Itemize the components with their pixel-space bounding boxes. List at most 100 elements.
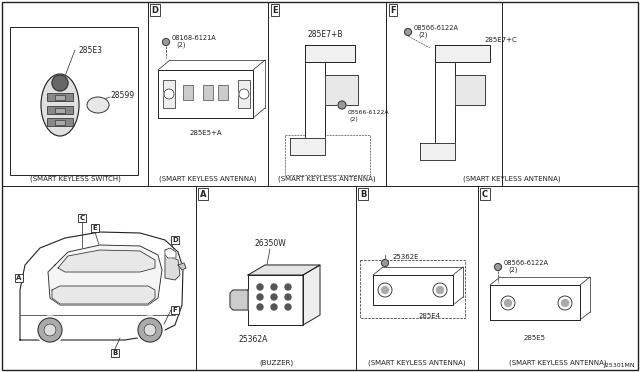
Circle shape: [164, 89, 174, 99]
Polygon shape: [303, 265, 320, 325]
Polygon shape: [248, 275, 303, 325]
Text: F: F: [173, 307, 177, 313]
Text: D: D: [152, 6, 159, 15]
Text: (SMART KEYLESS ANTENNA): (SMART KEYLESS ANTENNA): [159, 176, 257, 182]
Polygon shape: [158, 70, 253, 118]
Circle shape: [558, 296, 572, 310]
Polygon shape: [490, 285, 580, 320]
Bar: [47, 118, 73, 126]
Polygon shape: [230, 290, 248, 310]
Text: C: C: [79, 215, 84, 221]
Text: 28599: 28599: [110, 90, 134, 99]
Circle shape: [257, 304, 263, 310]
Circle shape: [36, 316, 64, 344]
Text: A: A: [16, 275, 22, 281]
Polygon shape: [52, 286, 155, 304]
Circle shape: [381, 286, 388, 294]
Polygon shape: [248, 265, 320, 275]
Text: 08168-6121A: 08168-6121A: [172, 35, 217, 41]
Text: (2): (2): [418, 32, 428, 38]
Text: 285E5+A: 285E5+A: [189, 130, 222, 136]
Text: 285E7+C: 285E7+C: [485, 37, 518, 43]
Bar: [10, 27, 138, 175]
Circle shape: [138, 318, 162, 342]
Circle shape: [381, 260, 388, 266]
Polygon shape: [178, 263, 186, 270]
Circle shape: [239, 89, 249, 99]
Polygon shape: [290, 138, 325, 155]
Text: (SMART KEYLESS ANTENNA): (SMART KEYLESS ANTENNA): [368, 360, 466, 366]
Text: B: B: [113, 350, 118, 356]
Text: E: E: [272, 6, 278, 15]
Circle shape: [163, 38, 170, 45]
Polygon shape: [325, 75, 358, 105]
Text: A: A: [200, 189, 206, 199]
Polygon shape: [58, 250, 155, 272]
Polygon shape: [420, 143, 455, 160]
Circle shape: [404, 29, 412, 35]
Text: F: F: [390, 6, 396, 15]
Circle shape: [501, 296, 515, 310]
Bar: [238, 80, 250, 108]
Circle shape: [38, 318, 62, 342]
Text: D: D: [172, 237, 178, 243]
Polygon shape: [165, 248, 176, 258]
Text: 285E7+B: 285E7+B: [307, 30, 343, 39]
Circle shape: [271, 294, 277, 300]
Circle shape: [285, 294, 291, 300]
Text: (2): (2): [350, 116, 359, 122]
Text: 26350W: 26350W: [254, 239, 286, 248]
Circle shape: [136, 316, 164, 344]
Text: (2): (2): [508, 267, 518, 273]
Bar: [285, 135, 370, 175]
Text: 25362A: 25362A: [238, 335, 268, 344]
Text: 285E5: 285E5: [524, 335, 546, 341]
Circle shape: [52, 75, 68, 91]
Polygon shape: [305, 45, 355, 62]
Circle shape: [338, 101, 346, 109]
Bar: [203, 85, 213, 100]
Text: (SMART KEYLESS ANTENNA): (SMART KEYLESS ANTENNA): [278, 176, 376, 182]
Ellipse shape: [87, 97, 109, 113]
Text: (SMART KEYLESS ANTENNA): (SMART KEYLESS ANTENNA): [463, 176, 561, 182]
Circle shape: [285, 284, 291, 290]
Circle shape: [271, 304, 277, 310]
Bar: [55, 95, 65, 100]
Bar: [163, 80, 175, 108]
Text: (SMART KEYLESS SWITCH): (SMART KEYLESS SWITCH): [29, 176, 120, 182]
Circle shape: [285, 304, 291, 310]
Text: 25362E: 25362E: [393, 254, 419, 260]
Polygon shape: [435, 45, 490, 62]
Polygon shape: [435, 45, 455, 155]
Text: 285E4: 285E4: [419, 313, 441, 319]
Text: 08566-6122A: 08566-6122A: [348, 109, 390, 115]
Circle shape: [44, 324, 56, 336]
Polygon shape: [373, 275, 453, 305]
Bar: [55, 120, 65, 125]
Bar: [47, 106, 73, 114]
Circle shape: [271, 284, 277, 290]
Circle shape: [257, 284, 263, 290]
Text: E: E: [93, 225, 97, 231]
Text: 08566-6122A: 08566-6122A: [504, 260, 549, 266]
Text: 08566-6122A: 08566-6122A: [414, 25, 459, 31]
Circle shape: [378, 283, 392, 297]
Text: 285E3: 285E3: [78, 45, 102, 55]
Bar: [183, 85, 193, 100]
Bar: [47, 93, 73, 101]
Polygon shape: [48, 245, 162, 305]
Text: (2): (2): [176, 42, 186, 48]
Text: B: B: [360, 189, 366, 199]
Bar: [55, 108, 65, 113]
Ellipse shape: [41, 74, 79, 136]
Circle shape: [257, 294, 263, 300]
Polygon shape: [20, 232, 183, 340]
Polygon shape: [165, 255, 180, 280]
Text: J25301MN: J25301MN: [604, 363, 635, 368]
Polygon shape: [455, 75, 485, 105]
Circle shape: [433, 283, 447, 297]
Bar: [360, 260, 465, 318]
Polygon shape: [305, 45, 325, 140]
Text: (BUZZER): (BUZZER): [259, 360, 293, 366]
Circle shape: [504, 299, 511, 307]
